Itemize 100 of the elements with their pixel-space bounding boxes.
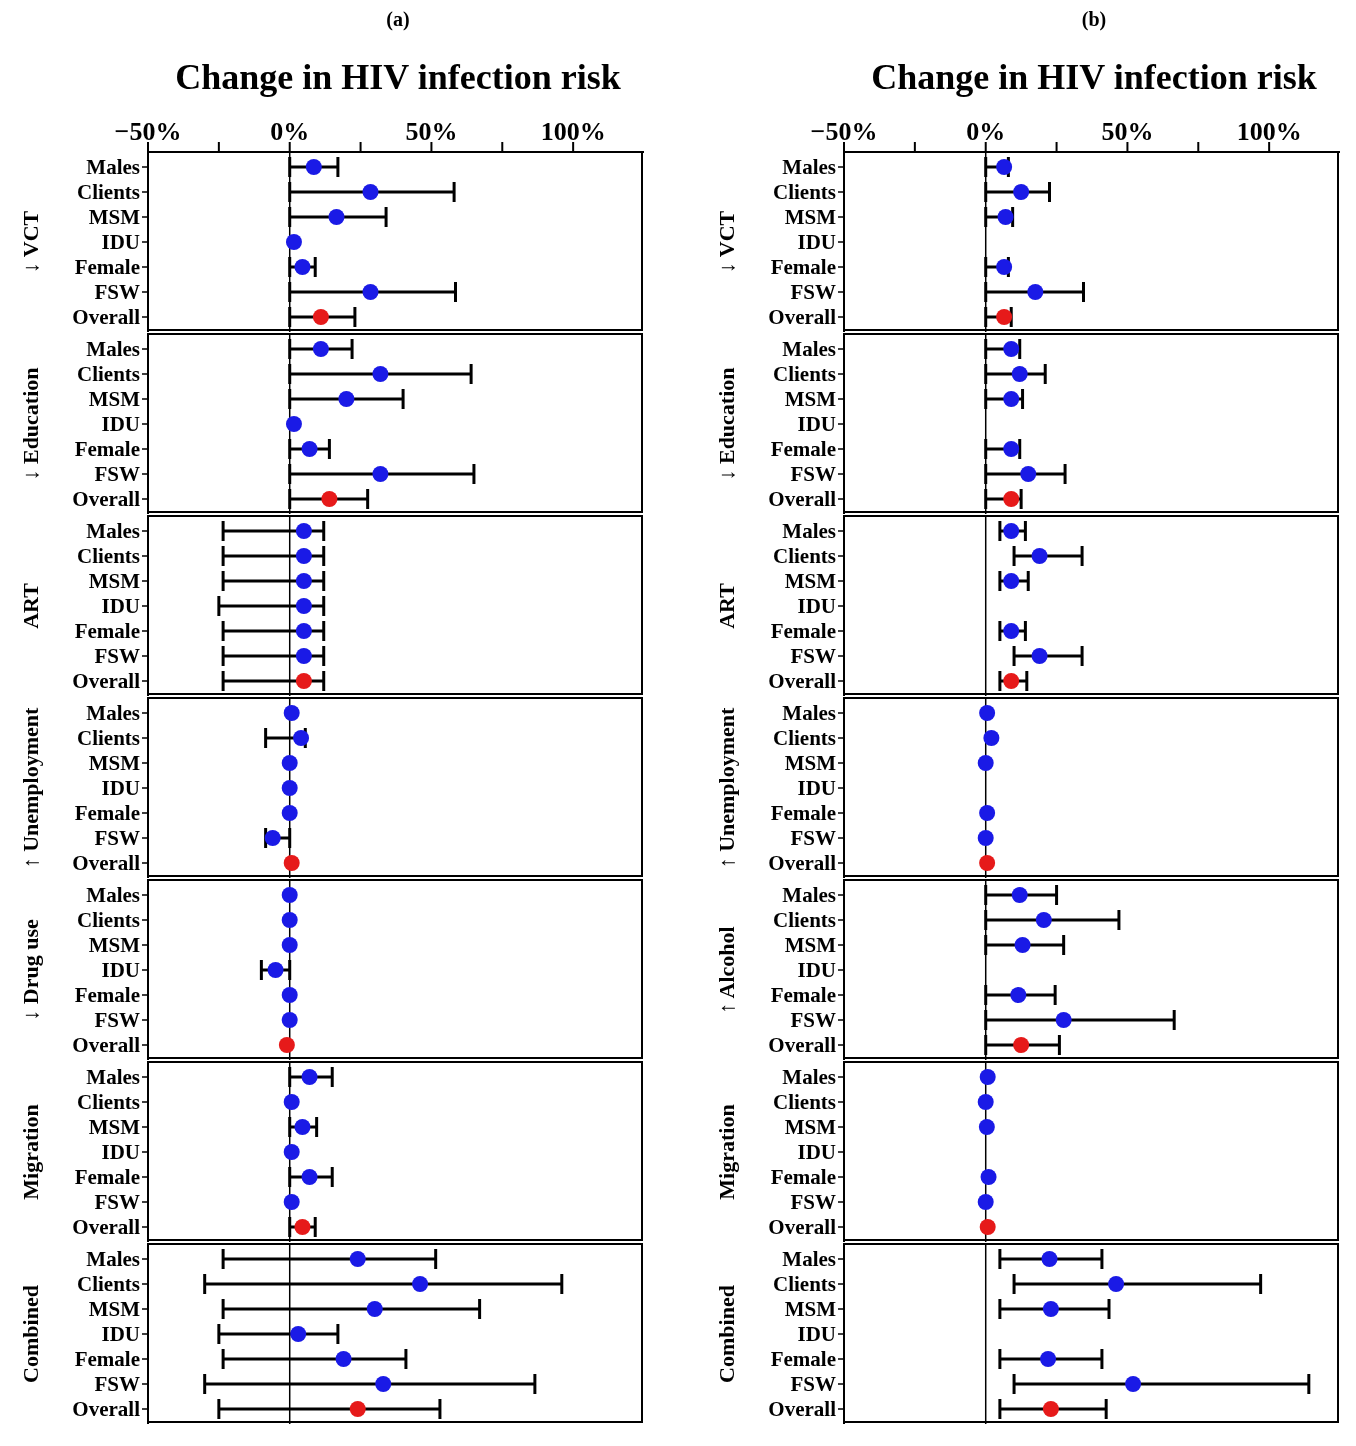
y-tick-label: Overall xyxy=(768,487,837,512)
y-tick-label: Overall xyxy=(768,669,837,694)
point xyxy=(1013,1037,1030,1053)
point xyxy=(281,780,298,796)
y-tick-label: FSW xyxy=(94,1372,140,1397)
y-tick-label: Clients xyxy=(773,1272,836,1297)
y-tick-label: Males xyxy=(782,337,836,362)
y-tick-label: Overall xyxy=(72,1215,141,1240)
x-tick-label: 100% xyxy=(540,117,606,146)
y-tick-label: Female xyxy=(770,619,836,644)
y-tick-label: IDU xyxy=(797,958,836,983)
y-tick-label: Clients xyxy=(773,544,836,569)
point xyxy=(996,159,1013,175)
y-tick-label: IDU xyxy=(797,776,836,801)
y-tick-label: Clients xyxy=(773,726,836,751)
x-axis-title: Change in HIV infection risk xyxy=(870,56,1318,99)
y-tick-label: Clients xyxy=(77,1090,140,1115)
y-axis-title: ART xyxy=(713,582,739,629)
y-tick-label: FSW xyxy=(790,280,836,305)
chart-title: (b) xyxy=(1080,8,1108,33)
y-tick-label: IDU xyxy=(797,1322,836,1347)
y-tick-label: MSM xyxy=(88,1297,141,1322)
y-tick-label: FSW xyxy=(94,462,140,487)
y-tick-label: MSM xyxy=(88,933,141,958)
point xyxy=(328,209,345,225)
point xyxy=(372,466,389,482)
y-tick-label: Female xyxy=(770,1165,836,1190)
point xyxy=(1035,912,1052,928)
point xyxy=(375,1376,392,1392)
y-tick-label: Overall xyxy=(768,1397,837,1422)
y-tick-label: Males xyxy=(86,337,140,362)
y-tick-label: Female xyxy=(74,1347,140,1372)
y-tick-label: Males xyxy=(782,1247,836,1272)
y-tick-label: Female xyxy=(770,983,836,1008)
y-tick-label: Overall xyxy=(72,305,141,330)
point xyxy=(283,705,300,721)
point xyxy=(1041,1251,1058,1267)
y-tick-label: Overall xyxy=(768,1033,837,1058)
y-tick-label: MSM xyxy=(784,387,837,412)
y-axis-title: Migration xyxy=(713,1104,739,1200)
y-tick-label: Female xyxy=(74,983,140,1008)
y-tick-label: FSW xyxy=(94,826,140,851)
y-tick-label: Males xyxy=(86,1065,140,1090)
point xyxy=(285,234,302,250)
y-tick-label: FSW xyxy=(94,1190,140,1215)
y-tick-label: Clients xyxy=(77,362,140,387)
y-tick-label: MSM xyxy=(784,569,837,594)
y-axis-title: Combined xyxy=(17,1285,43,1383)
y-tick-label: Female xyxy=(770,801,836,826)
y-axis-title: ↓ VCT xyxy=(713,210,739,274)
y-tick-label: FSW xyxy=(790,1372,836,1397)
point xyxy=(301,441,318,457)
y-tick-label: FSW xyxy=(790,462,836,487)
y-tick-label: Clients xyxy=(77,908,140,933)
y-axis-title: Migration xyxy=(17,1104,43,1200)
y-tick-label: Males xyxy=(86,1247,140,1272)
y-tick-label: Female xyxy=(74,619,140,644)
point xyxy=(283,855,300,871)
point xyxy=(997,209,1014,225)
y-tick-label: FSW xyxy=(790,1008,836,1033)
point xyxy=(312,341,329,357)
point xyxy=(321,491,338,507)
y-tick-label: Clients xyxy=(773,180,836,205)
y-tick-label: Males xyxy=(86,155,140,180)
point xyxy=(264,830,281,846)
point xyxy=(294,259,311,275)
y-tick-label: Female xyxy=(770,255,836,280)
y-tick-label: Males xyxy=(86,701,140,726)
y-tick-label: Overall xyxy=(72,1397,141,1422)
y-tick-label: Males xyxy=(782,883,836,908)
y-tick-label: FSW xyxy=(94,1008,140,1033)
y-tick-label: MSM xyxy=(88,387,141,412)
point xyxy=(372,366,389,382)
point xyxy=(412,1276,429,1292)
point xyxy=(1011,887,1028,903)
y-tick-label: Overall xyxy=(72,487,141,512)
y-tick-label: MSM xyxy=(784,205,837,230)
y-tick-label: Males xyxy=(782,155,836,180)
point xyxy=(349,1401,366,1417)
y-tick-label: FSW xyxy=(790,826,836,851)
y-tick-label: IDU xyxy=(101,412,140,437)
y-axis-title: ↓ Education xyxy=(17,367,43,481)
y-tick-label: Overall xyxy=(768,305,837,330)
y-tick-label: MSM xyxy=(784,933,837,958)
point xyxy=(338,391,355,407)
y-tick-label: Female xyxy=(74,1165,140,1190)
y-tick-label: Males xyxy=(782,519,836,544)
point xyxy=(349,1251,366,1267)
point xyxy=(1027,284,1044,300)
y-tick-label: Clients xyxy=(77,180,140,205)
y-tick-label: MSM xyxy=(784,1115,837,1140)
y-tick-label: MSM xyxy=(88,751,141,776)
y-tick-label: IDU xyxy=(797,594,836,619)
y-tick-label: MSM xyxy=(784,751,837,776)
x-tick-label: −50% xyxy=(810,117,878,146)
y-tick-label: Female xyxy=(74,437,140,462)
y-tick-label: Overall xyxy=(768,1215,837,1240)
y-axis-title: ↑ Unemployment xyxy=(713,706,739,869)
y-tick-label: Clients xyxy=(77,726,140,751)
point xyxy=(335,1351,352,1367)
